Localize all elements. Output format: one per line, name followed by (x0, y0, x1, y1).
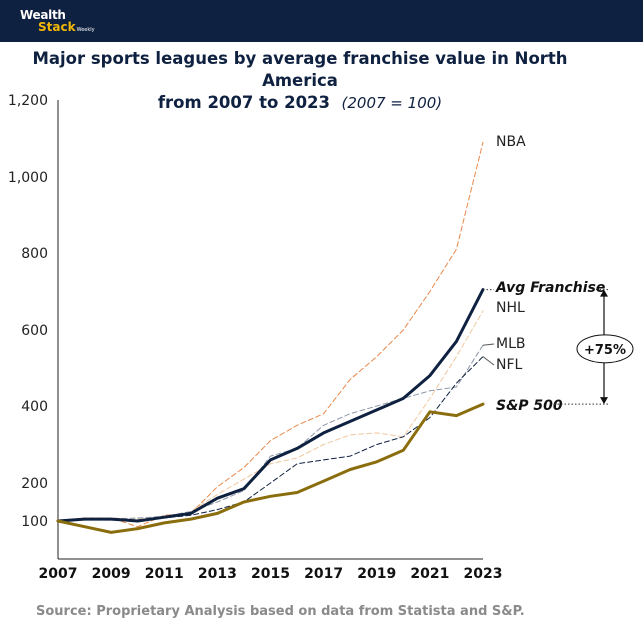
chart-title-line1: Major sports leagues by average franchis… (32, 49, 568, 90)
x-tick-label: 2019 (357, 566, 396, 582)
logo-line2: StackWeekly (38, 21, 95, 36)
logo-suffix: Weekly (76, 27, 95, 33)
leader-mlb (482, 343, 495, 346)
y-tick-label: 1,000 (8, 170, 48, 186)
y-tick-label: 200 (21, 476, 48, 492)
series-line-mlb (57, 344, 484, 522)
growth-callout-label: +75% (584, 343, 626, 358)
bracket-arrow-head-down (600, 397, 608, 405)
y-tick-label: 400 (21, 399, 48, 415)
series-line-nba (57, 141, 484, 528)
y-tick-label: 600 (21, 323, 48, 339)
x-tick-label: 2021 (410, 566, 449, 582)
leader-nfl (482, 356, 495, 366)
chart-title-line2-text: from 2007 to 2023 (157, 93, 331, 112)
series-line-nfl (57, 356, 484, 522)
series-label-mlb: MLB (496, 336, 525, 352)
y-tick-label: 1,200 (8, 93, 48, 109)
series-label-nfl: NFL (496, 357, 523, 373)
x-tick-label: 2007 (39, 566, 78, 582)
chart-title-line2: from 2007 to 2023 (2007 = 100) (0, 92, 600, 114)
source-note: Source: Proprietary Analysis based on da… (36, 604, 525, 619)
x-tick-label: 2009 (92, 566, 131, 582)
x-tick-label: 2015 (251, 566, 290, 582)
series-line-avg-franchise (56, 288, 485, 523)
series-label-sp500: S&P 500 (496, 398, 563, 414)
series-label-avg-franchise: Avg Franchise (495, 280, 605, 296)
series-line-nhl (57, 310, 484, 522)
y-tick-label: 800 (21, 246, 48, 262)
series-line-s-p-500 (56, 402, 485, 534)
x-tick-label: 2011 (145, 566, 184, 582)
series-label-nhl: NHL (496, 300, 525, 316)
bracket-arrow-head-up (600, 289, 608, 297)
brand-logo: Wealth StackWeekly (20, 9, 95, 36)
logo-line2-text: Stack (38, 20, 76, 34)
growth-callout-ellipse (576, 334, 634, 364)
y-tick-label: 100 (21, 514, 48, 530)
x-tick-label: 2017 (304, 566, 343, 582)
x-tick-label: 2013 (198, 566, 237, 582)
chart-title: Major sports leagues by average franchis… (0, 48, 600, 114)
logo-line1: Wealth (20, 8, 66, 22)
header-bar: Wealth StackWeekly (0, 0, 643, 42)
chart-subtitle: (2007 = 100) (341, 94, 443, 112)
x-tick-label: 2023 (464, 566, 503, 582)
series-label-nba: NBA (496, 134, 526, 150)
